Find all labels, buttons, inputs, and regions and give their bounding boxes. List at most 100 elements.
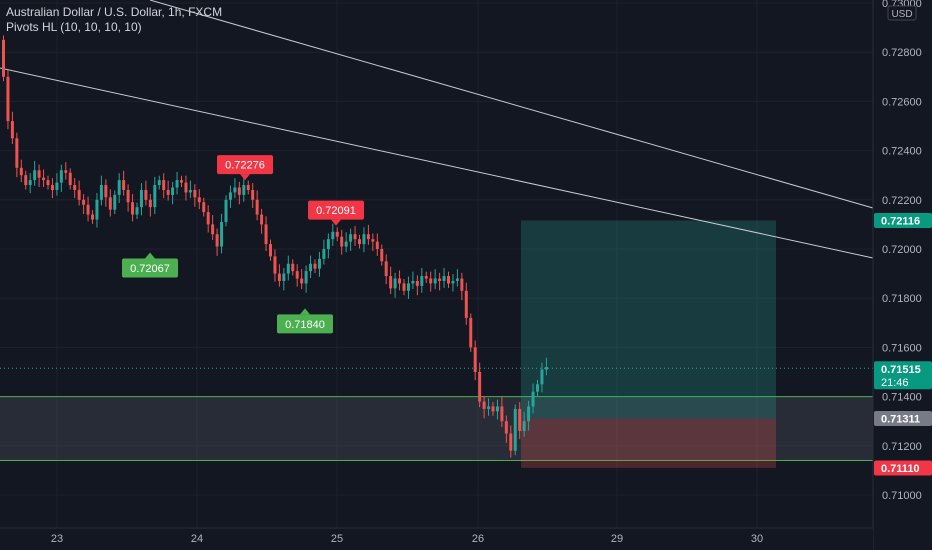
price-tick-label: 0.71800 [882, 293, 922, 305]
price-label-value: 0.71515 [881, 364, 921, 376]
candle-body [291, 263, 295, 272]
candle-body [264, 224, 268, 245]
candle-body [28, 180, 32, 186]
candle-body [24, 175, 28, 186]
price-tick-label: 0.71200 [882, 441, 922, 453]
candle-body [366, 234, 370, 240]
position-profit-zone[interactable] [521, 220, 776, 419]
candle-body [495, 406, 499, 412]
position-loss-zone[interactable] [521, 418, 776, 468]
candle-body [389, 276, 393, 289]
candle-body [353, 234, 357, 240]
candle-body [340, 236, 344, 247]
candle-body [59, 170, 63, 183]
candle-body [420, 276, 424, 286]
time-tick-label: 24 [191, 533, 203, 545]
candle-body [153, 185, 157, 208]
price-label-value: 0.72116 [881, 215, 920, 227]
candle-body [398, 278, 402, 284]
candle-body [487, 406, 491, 409]
indicator-title: Pivots HL (10, 10, 10, 10) [6, 20, 142, 34]
candle-body [384, 261, 388, 277]
candle-body [202, 202, 206, 213]
candle-body [406, 283, 410, 291]
pivot-label-pointer [331, 219, 341, 226]
candle-body [344, 241, 348, 247]
price-tick-label: 0.71000 [882, 490, 922, 502]
candle-body [175, 180, 179, 188]
candle-body [166, 189, 170, 195]
candle-body [108, 197, 112, 210]
candle-body [331, 231, 335, 240]
candle-body [527, 406, 531, 422]
candle-body [122, 180, 126, 190]
candle-body [277, 273, 281, 281]
candle-body [220, 221, 224, 247]
candle-body [86, 204, 90, 215]
support-zone[interactable] [0, 396, 873, 461]
candle-body [242, 185, 246, 195]
candle-body [82, 199, 86, 205]
candle-body [157, 180, 161, 186]
candle-body [286, 263, 290, 274]
candle-body [295, 271, 299, 279]
candle-body [460, 278, 464, 291]
currency-label: USD [891, 9, 912, 20]
candle-body [349, 234, 353, 242]
candle-body [522, 421, 526, 432]
candle-body [104, 185, 108, 198]
candle-body [429, 278, 433, 284]
candle-body [375, 241, 379, 249]
pivot-label-pointer [145, 252, 155, 259]
candle-body [73, 185, 77, 190]
candle-body [255, 199, 259, 215]
candle-body [206, 212, 210, 225]
pivot-label-text: 0.72091 [316, 205, 356, 217]
candle-body [68, 172, 72, 186]
candle-body [260, 214, 264, 225]
currency-badge[interactable] [887, 5, 917, 21]
pivot-label-box [217, 155, 273, 175]
pivot-label-text: 0.72067 [130, 263, 170, 275]
candle-body [273, 256, 277, 274]
candle-body [139, 189, 143, 208]
price-label-box [874, 410, 932, 426]
price-axis[interactable]: 0.73000 0.72800 0.72600 0.72400 0.72200 0.720… [872, 0, 932, 550]
candle-body [19, 167, 23, 176]
candle-body [15, 138, 19, 168]
time-tick-label: 29 [611, 533, 623, 545]
trendline-lower[interactable] [0, 67, 874, 259]
stop-loss-price-label: 0.71110 [874, 460, 932, 476]
trendline-upper[interactable] [149, 0, 874, 209]
candle-body [335, 231, 339, 237]
candle-body [304, 271, 308, 284]
time-tick-label: 25 [331, 533, 343, 545]
price-tick-label: 0.72000 [882, 244, 922, 256]
price-tick-label: 0.72200 [882, 195, 922, 207]
take-profit-price-label: 0.72116 [874, 212, 932, 228]
price-axis-background [873, 0, 932, 550]
candle-body [402, 283, 406, 291]
price-label-box [874, 361, 932, 390]
time-tick-label: 30 [751, 533, 763, 545]
candle-body [442, 276, 446, 281]
price-label-value: 0.71311 [881, 413, 920, 425]
candle-body [433, 278, 437, 284]
time-axis-background [0, 528, 873, 550]
candle-body [447, 276, 450, 284]
candle-body [99, 185, 103, 200]
time-tick-label: 23 [51, 533, 63, 545]
price-tick-label: 0.71600 [882, 342, 922, 354]
candle-body [113, 194, 117, 210]
candle-body [371, 239, 375, 242]
time-axis[interactable]: 23 24 25 26 29 30 [0, 527, 873, 550]
price-tick-label: 0.71400 [882, 392, 922, 404]
candle-body [509, 433, 513, 451]
price-label-box [874, 212, 932, 228]
candle-body [224, 199, 228, 222]
price-label-box [874, 460, 932, 476]
time-tick-label: 26 [472, 533, 484, 545]
candle-body [117, 180, 121, 195]
candle-body [322, 249, 326, 259]
